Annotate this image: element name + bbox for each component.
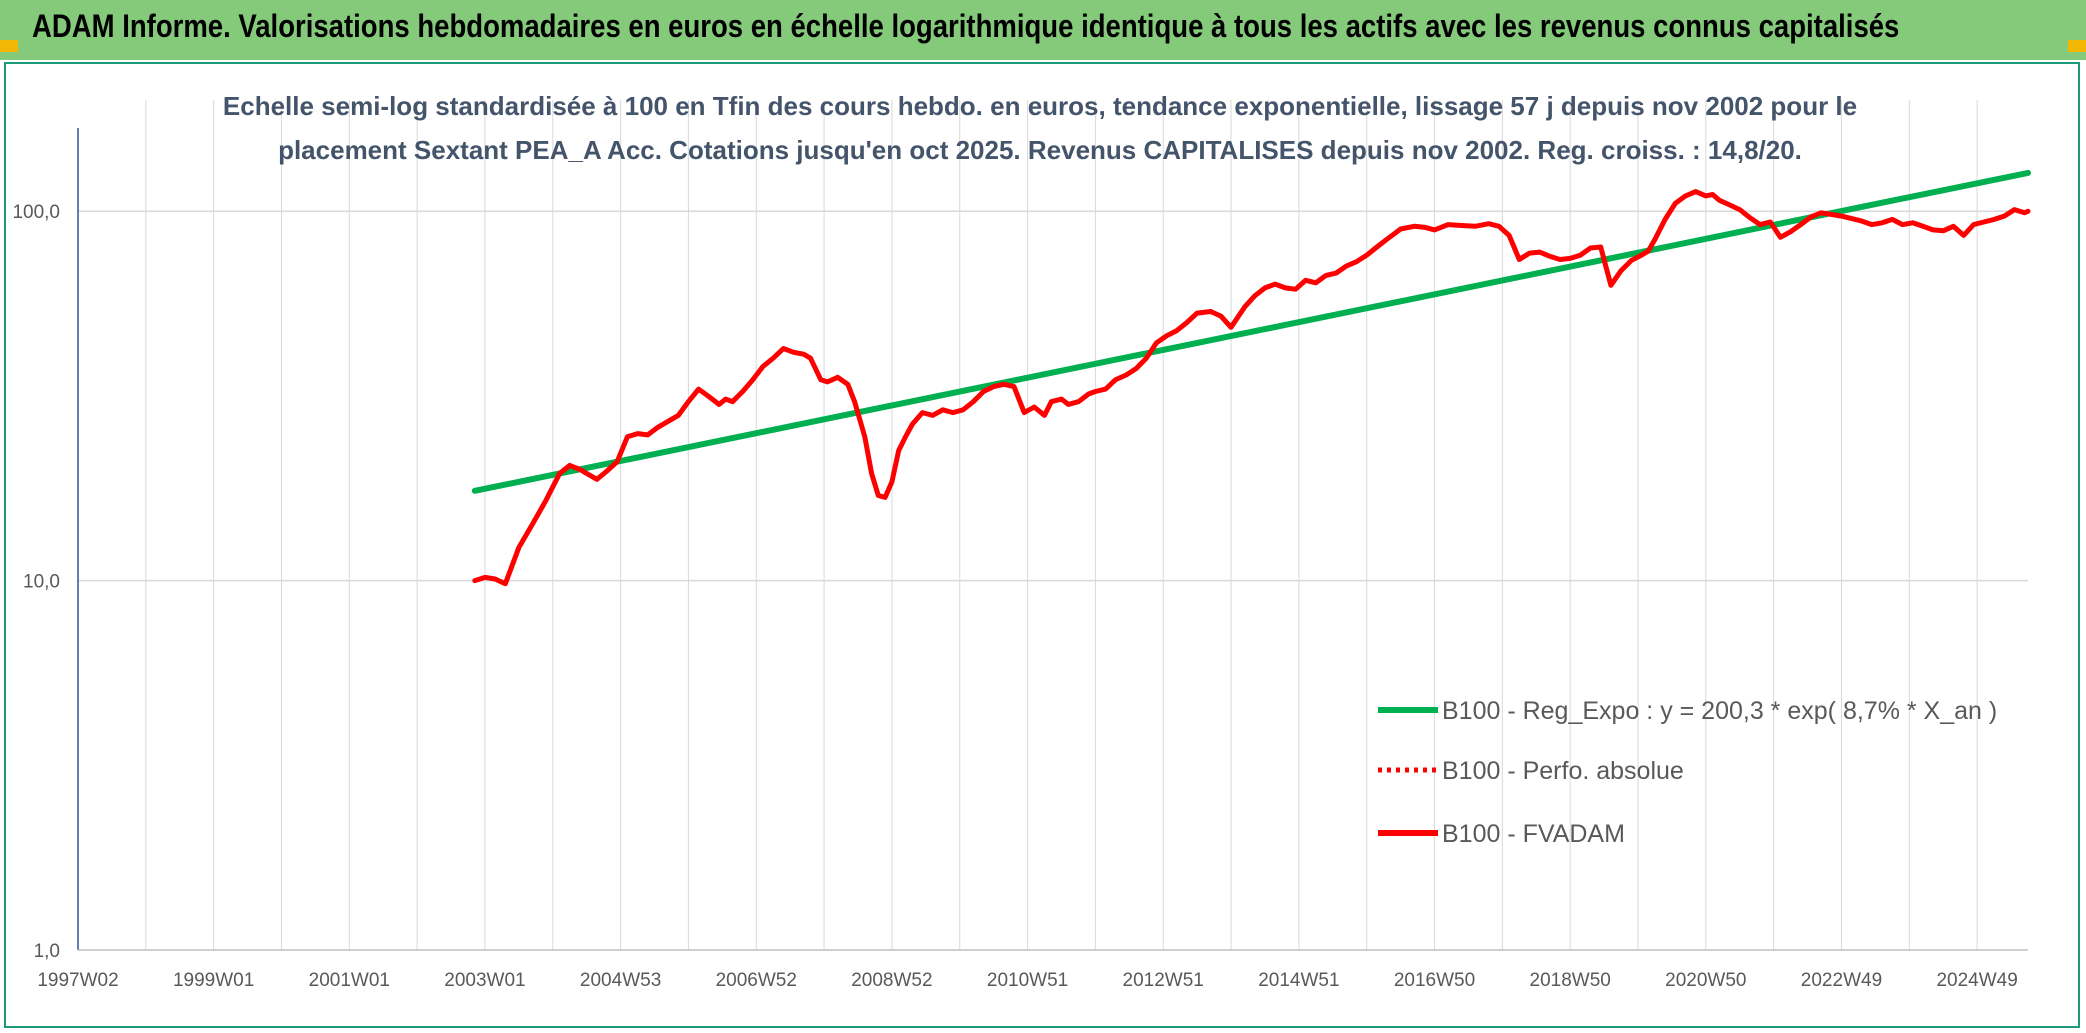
x-tick-label: 2001W01 (309, 970, 390, 991)
x-tick-label: 2012W51 (1123, 970, 1204, 991)
y-tick-label: 10,0 (23, 572, 60, 593)
legend-label-trend: B100 - Reg_Expo : y = 200,3 * exp( 8,7% … (1442, 697, 1997, 725)
chart-title-line-2: placement Sextant PEA_A Acc. Cotations j… (278, 135, 1802, 165)
x-tick-label: 2010W51 (987, 970, 1068, 991)
report-title: ADAM Informe. Valorisations hebdomadaire… (32, 8, 1900, 44)
corner-marker-right (2068, 40, 2086, 52)
corner-marker-left (0, 40, 18, 52)
trend-line (471, 169, 2031, 494)
axis-layer: 1,0 10,0 100,0 1997W02 1999W01 2001W01 2003W01… (12, 128, 2028, 991)
x-tick-label: 2022W49 (1801, 970, 1882, 991)
x-tick-label: 2004W53 (580, 970, 661, 991)
x-tick-label: 1999W01 (173, 970, 254, 991)
legend-label-fvadam: B100 - FVADAM (1442, 820, 1625, 848)
x-tick-label: 2018W50 (1530, 970, 1611, 991)
y-tick-label: 100,0 (12, 202, 60, 223)
chart-frame (4, 62, 2080, 1028)
chart-title-line-1: Echelle semi-log standardisée à 100 en T… (223, 91, 1857, 121)
x-tick-label: 2006W52 (716, 970, 797, 991)
legend-label-perfo: B100 - Perfo. absolue (1442, 757, 1684, 785)
y-tick-label: 1,0 (34, 941, 60, 962)
report-header: ADAM Informe. Valorisations hebdomadaire… (0, 0, 2086, 60)
series-layer (471, 169, 2031, 587)
x-tick-label: 2003W01 (444, 970, 525, 991)
x-tick-label: 2008W52 (851, 970, 932, 991)
x-tick-label: 2014W51 (1258, 970, 1339, 991)
x-tick-label: 2020W50 (1665, 970, 1746, 991)
fvadam-line (472, 189, 2031, 587)
x-tick-label: 2024W49 (1936, 970, 2017, 991)
legend: B100 - Reg_Expo : y = 200,3 * exp( 8,7% … (1378, 697, 1997, 848)
grid-layer (78, 100, 2028, 950)
x-tick-label: 2016W50 (1394, 970, 1475, 991)
x-tick-label: 1997W02 (37, 970, 118, 991)
